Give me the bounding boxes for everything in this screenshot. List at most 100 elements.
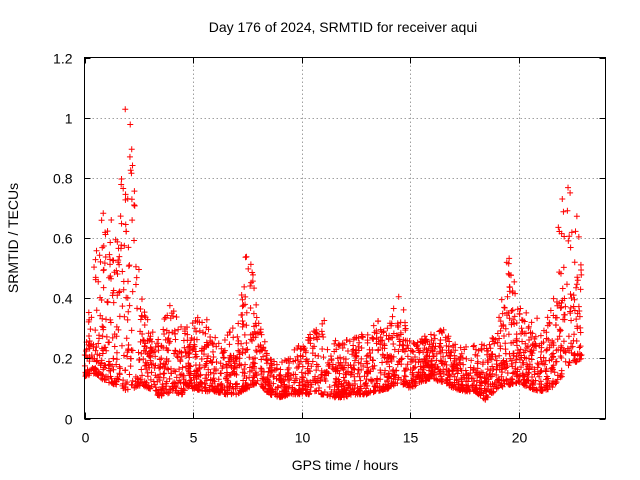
data-point — [113, 267, 120, 274]
data-point — [315, 353, 322, 360]
data-point — [299, 363, 306, 370]
data-point — [96, 359, 103, 366]
data-point — [249, 337, 256, 344]
data-point — [177, 358, 184, 365]
data-point — [258, 356, 265, 363]
data-point — [483, 347, 490, 354]
data-point — [509, 363, 516, 370]
data-point — [173, 374, 180, 381]
data-point — [192, 362, 199, 369]
data-point — [205, 372, 212, 379]
data-point — [242, 254, 249, 261]
data-point — [235, 320, 242, 327]
data-point — [366, 346, 373, 353]
data-point — [128, 327, 135, 334]
data-point — [336, 362, 343, 369]
data-point — [575, 303, 582, 310]
data-point — [247, 304, 254, 311]
data-point — [486, 371, 493, 378]
data-point — [129, 217, 136, 224]
data-point — [278, 382, 285, 389]
data-point — [299, 353, 306, 360]
data-point — [120, 185, 127, 192]
data-point — [487, 355, 494, 362]
data-point — [279, 359, 286, 366]
data-point — [172, 347, 179, 354]
data-point — [442, 337, 449, 344]
data-point — [546, 319, 553, 326]
data-point — [502, 350, 509, 357]
data-point — [455, 381, 462, 388]
data-point — [156, 356, 163, 363]
data-point — [498, 296, 505, 303]
data-point — [513, 353, 520, 360]
data-point — [84, 367, 91, 374]
data-point — [519, 317, 526, 324]
data-point — [303, 391, 310, 397]
data-point — [493, 371, 500, 378]
x-tick-label: 5 — [190, 430, 198, 446]
data-point — [518, 364, 525, 371]
data-point — [239, 323, 246, 330]
data-point — [300, 378, 307, 385]
data-point — [239, 296, 246, 303]
data-point — [311, 388, 318, 395]
data-point — [313, 361, 320, 368]
data-point — [394, 322, 401, 329]
data-point — [474, 360, 481, 367]
data-point — [333, 381, 340, 388]
data-point — [503, 259, 510, 266]
data-point — [532, 342, 539, 349]
data-point — [318, 367, 325, 374]
data-point — [431, 375, 438, 382]
data-point — [119, 303, 126, 310]
data-point — [149, 329, 156, 336]
data-point — [281, 381, 288, 388]
data-point — [313, 367, 320, 374]
data-point — [364, 339, 371, 346]
data-point — [229, 369, 236, 376]
data-point — [318, 372, 325, 379]
data-point — [358, 344, 365, 351]
data-point — [433, 357, 440, 364]
data-point — [155, 374, 162, 381]
data-point — [205, 366, 212, 373]
data-point — [538, 367, 545, 374]
data-point — [445, 347, 452, 354]
data-point — [257, 365, 264, 372]
data-point — [284, 366, 291, 373]
data-point — [152, 384, 159, 391]
data-point — [561, 233, 568, 240]
data-point — [98, 345, 105, 352]
data-point — [576, 313, 583, 320]
data-point — [171, 330, 178, 337]
data-point — [558, 230, 565, 237]
data-point — [390, 379, 397, 386]
data-point — [122, 106, 129, 113]
data-point — [123, 335, 130, 342]
data-point — [180, 337, 187, 344]
data-point — [557, 270, 564, 277]
data-point — [518, 325, 525, 332]
data-point — [363, 385, 370, 392]
data-point — [141, 309, 148, 316]
data-point — [351, 373, 358, 380]
data-point — [312, 329, 319, 336]
data-point — [365, 367, 372, 374]
data-point — [202, 387, 209, 394]
data-point — [313, 329, 320, 336]
data-point — [246, 368, 253, 375]
data-point — [344, 347, 351, 354]
data-point — [410, 383, 417, 390]
data-point — [240, 377, 247, 384]
data-point — [486, 341, 493, 348]
data-point — [132, 263, 139, 270]
data-point — [221, 354, 228, 361]
data-point — [259, 375, 266, 382]
data-point — [350, 336, 357, 343]
data-point — [341, 394, 348, 401]
data-point — [135, 349, 142, 356]
data-point — [114, 238, 121, 245]
data-point — [222, 391, 229, 398]
data-point — [126, 302, 133, 309]
